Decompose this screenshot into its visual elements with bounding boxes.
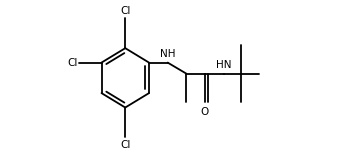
Text: Cl: Cl	[67, 58, 78, 68]
Text: Cl: Cl	[120, 140, 130, 150]
Text: O: O	[201, 107, 209, 117]
Text: NH: NH	[160, 49, 175, 59]
Text: HN: HN	[216, 60, 232, 70]
Text: Cl: Cl	[120, 6, 130, 16]
